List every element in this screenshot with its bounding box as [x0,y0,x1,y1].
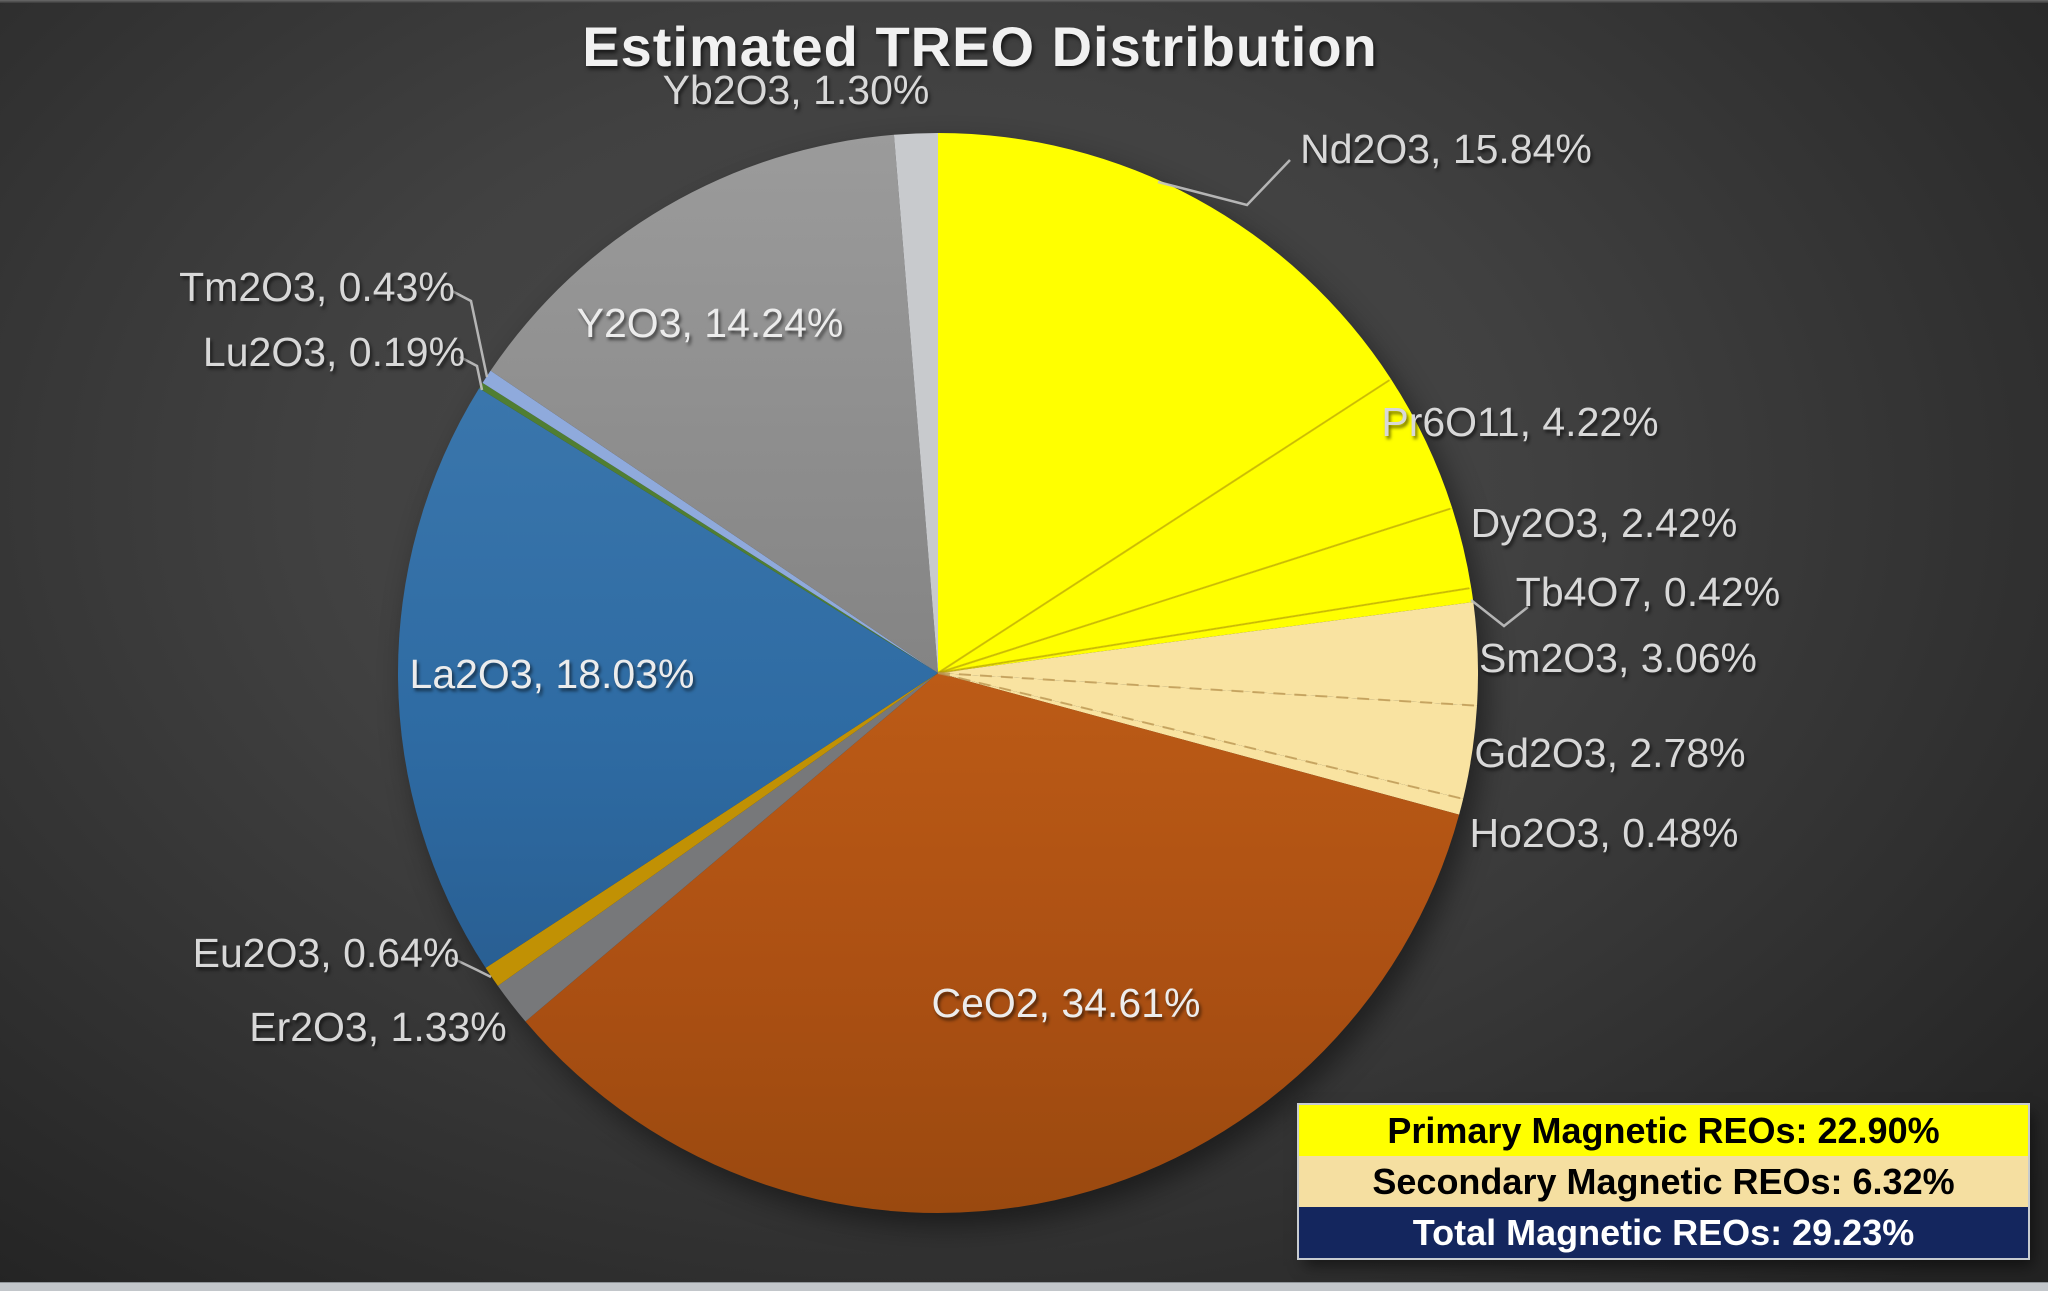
leader-line-tb4o7 [1470,599,1529,628]
slice-label-pr6o11: Pr6O11, 4.22% [1381,399,1658,445]
pie-slice-la2o3[interactable] [397,388,938,968]
slice-divider [937,587,1470,674]
slide-top-edge [0,0,2048,3]
slice-label-la2o3: La2O3, 18.03% [410,651,695,697]
pie [397,133,1478,1214]
legend-row-primary: Primary Magnetic REOs: 22.90% [1299,1105,2028,1156]
slice-divider [937,672,1462,800]
slice-label-eu2o3: Eu2O3, 0.64% [193,930,460,976]
slice-label-tb4o7: Tb4O7, 0.42% [1516,569,1780,615]
slice-label-gd2o3: Gd2O3, 2.78% [1474,730,1745,776]
pie-slice-lu2o3[interactable] [479,382,938,673]
leader-line-nd2o3 [1157,159,1291,207]
slice-divider [937,507,1451,674]
slice-divider [937,672,1476,707]
slice-label-nd2o3: Nd2O3, 15.84% [1300,126,1592,172]
leader-line-tm2o3 [451,289,489,378]
pie-slice-gd2o3[interactable] [938,673,1478,799]
legend-row-secondary: Secondary Magnetic REOs: 6.32% [1299,1156,2028,1207]
slice-label-yb2o3: Yb2O3, 1.30% [663,67,930,113]
pie-slice-ceo2[interactable] [525,673,1460,1214]
magnetic-reo-legend: Primary Magnetic REOs: 22.90% Secondary … [1299,1105,2028,1258]
slice-labels: Nd2O3, 15.84% Pr6O11, 4.22% Dy2O3, 2.42% Tb… [179,67,1780,1050]
pie-slice-dy2o3[interactable] [938,508,1472,673]
pie-slice-yb2o3[interactable] [893,133,938,673]
pie-slice-eu2o3[interactable] [485,673,938,986]
pie-slice-sm2o3[interactable] [938,602,1478,706]
slice-label-er2o3: Er2O3, 1.33% [249,1004,507,1050]
leader-line-eu2o3 [451,956,492,979]
leader-lines [451,159,1529,979]
slide-bottom-edge [0,1282,2048,1291]
pie-slice-nd2o3[interactable] [938,133,1392,673]
slice-divider [937,379,1390,674]
pie-slice-pr6o11[interactable] [938,379,1453,673]
chart-title: Estimated TREO Distribution [582,15,1378,78]
slice-label-ho2o3: Ho2O3, 0.48% [1470,810,1739,856]
slice-label-sm2o3: Sm2O3, 3.06% [1479,635,1757,681]
pie-slice-ho2o3[interactable] [938,673,1464,815]
pie-dividers [937,379,1476,800]
slice-label-tm2o3: Tm2O3, 0.43% [179,264,455,310]
pie-slice-er2o3[interactable] [497,673,938,1022]
legend-row-total: Total Magnetic REOs: 29.23% [1299,1207,2028,1258]
slice-label-dy2o3: Dy2O3, 2.42% [1471,500,1738,546]
slice-label-lu2o3: Lu2O3, 0.19% [203,329,465,375]
slice-label-ceo2: CeO2, 34.61% [932,980,1201,1026]
pie-slice-tm2o3[interactable] [482,370,938,673]
pie-slice-y2o3[interactable] [490,134,938,674]
leader-line-lu2o3 [459,355,484,391]
slice-label-y2o3: Y2O3, 14.24% [577,300,844,346]
